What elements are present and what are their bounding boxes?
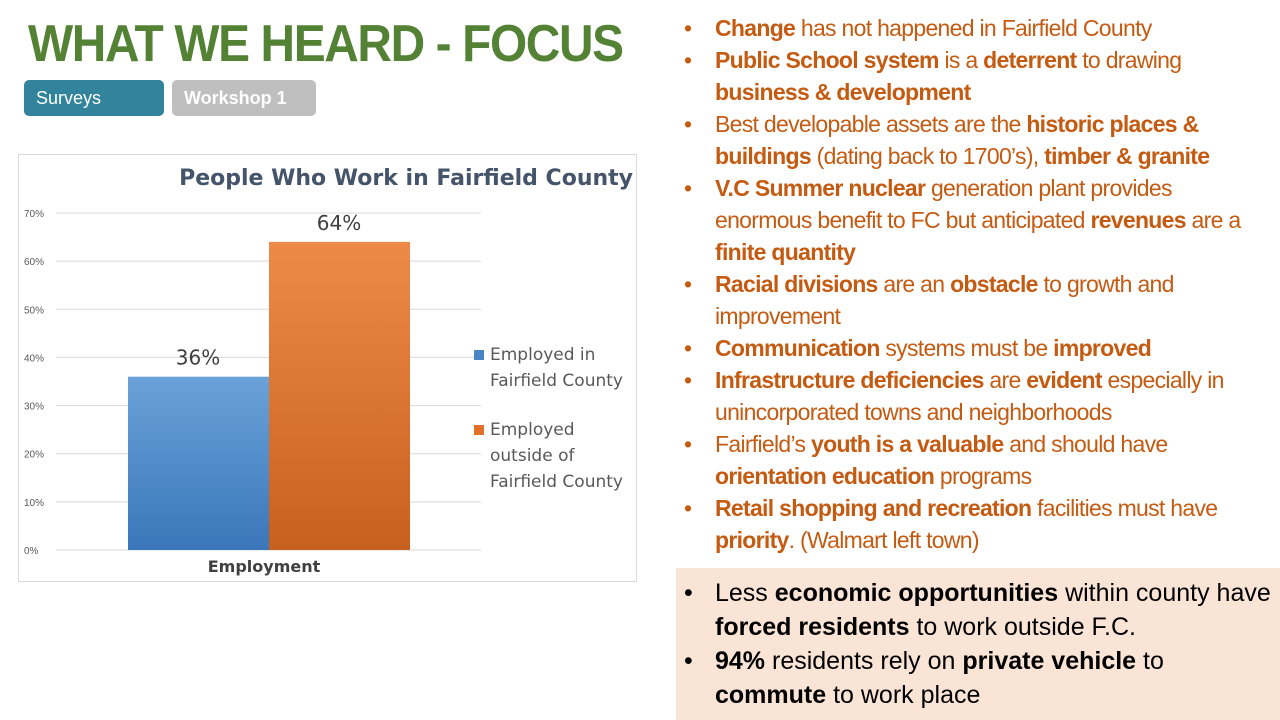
bullet-item: Change has not happened in Fairfield Cou… <box>684 12 1274 44</box>
text: Fairfield’s <box>715 431 811 457</box>
text: to <box>1136 647 1164 675</box>
bar-outside-county <box>269 241 410 550</box>
bold-text: orientation education <box>715 463 935 489</box>
text: . (Walmart left town) <box>788 527 980 553</box>
text: to drawing <box>1076 47 1182 73</box>
bullet-item: Communication systems must be improved <box>684 332 1274 364</box>
tab-workshop-1[interactable]: Workshop 1 <box>172 80 316 116</box>
bold-text: deterrent <box>983 47 1077 73</box>
text: (dating back to 1700’s), <box>810 143 1045 169</box>
x-axis-label: Employment <box>208 557 321 576</box>
bold-text: business & development <box>715 79 971 105</box>
bullet-item: Best developable assets are the historic… <box>684 108 1274 172</box>
text: has not happened in Fairfield County <box>795 15 1152 41</box>
bold-text: V.C Summer nuclear <box>715 175 926 201</box>
bar-chart: People Who Work in Fairfield County 0% 10… <box>18 154 637 582</box>
bold-text: Change <box>715 15 796 41</box>
bold-text: revenues <box>1090 207 1186 233</box>
bullet-item: Fairfield’s youth is a valuable and shou… <box>684 428 1274 492</box>
text: are a <box>1185 207 1242 233</box>
slide-title: WHAT WE HEARD - FOCUS <box>28 15 624 73</box>
data-label: 64% <box>317 211 361 235</box>
bold-text: economic opportunities <box>774 579 1059 607</box>
bold-text: Racial divisions <box>715 271 878 297</box>
bold-text: historic places & buildings <box>715 111 1199 169</box>
text: and should have <box>1003 431 1168 457</box>
bold-text: Retail shopping and recreation <box>715 495 1032 521</box>
y-tick-label: 50% <box>24 305 44 316</box>
legend-label: Employed in Fairfield County <box>490 345 623 391</box>
legend-swatch <box>474 425 484 435</box>
bold-text: Communication <box>715 335 880 361</box>
tab-surveys[interactable]: Surveys <box>24 80 164 116</box>
text: Less <box>715 579 775 607</box>
bullet-item: Less economic opportunities within count… <box>684 576 1280 644</box>
y-tick-label: 0% <box>24 546 39 557</box>
bold-text: commute <box>715 681 827 709</box>
data-label: 36% <box>176 346 220 370</box>
bullet-item: Racial divisions are an obstacle to grow… <box>684 268 1274 332</box>
y-tick-label: 30% <box>24 402 44 413</box>
bold-text: Public School system <box>715 47 939 73</box>
bold-text: 94% <box>715 647 766 675</box>
legend-label: Employed outside of Fairfield County <box>490 420 623 492</box>
bold-text: youth is a valuable <box>811 431 1004 457</box>
text: programs <box>934 463 1032 489</box>
bold-text: timber & granite <box>1044 143 1210 169</box>
highlight-box: Less economic opportunities within count… <box>676 568 1280 720</box>
text: especially in unincorporated towns and n… <box>715 367 1224 425</box>
text: are <box>983 367 1027 393</box>
text: to growth and improvement <box>715 271 1174 329</box>
text: are an <box>877 271 951 297</box>
y-tick-label: 60% <box>24 257 44 268</box>
bar-in-county <box>128 376 269 550</box>
text: facilities must have <box>1031 495 1218 521</box>
text: Best developable assets are the <box>715 111 1027 137</box>
bold-text: priority <box>715 527 789 553</box>
bold-text: evident <box>1026 367 1102 393</box>
chart-title: People Who Work in Fairfield County <box>179 166 633 191</box>
text: within county have <box>1058 579 1271 607</box>
bullet-item: Infrastructure deficiencies are evident … <box>684 364 1274 428</box>
bold-text: private vehicle <box>962 647 1137 675</box>
bullet-item: V.C Summer nuclear generation plant prov… <box>684 172 1274 268</box>
bullet-item: Retail shopping and recreation facilitie… <box>684 492 1274 556</box>
bold-text: obstacle <box>950 271 1038 297</box>
bold-text: improved <box>1053 335 1152 361</box>
bold-text: finite quantity <box>715 239 856 265</box>
text: generation plant provides enormous benef… <box>715 175 1172 233</box>
text: systems must be <box>879 335 1054 361</box>
y-tick-label: 70% <box>24 209 44 220</box>
bullet-item: Public School system is a deterrent to d… <box>684 44 1274 108</box>
text: residents rely on <box>765 647 963 675</box>
y-tick-label: 40% <box>24 353 44 364</box>
y-tick-label: 10% <box>24 498 44 509</box>
bullet-item: 94% residents rely on private vehicle to… <box>684 644 1280 712</box>
bold-text: forced residents <box>715 613 910 641</box>
bold-text: Infrastructure deficiencies <box>715 367 984 393</box>
findings-list: Change has not happened in Fairfield Cou… <box>684 12 1274 556</box>
text: to work outside F.C. <box>909 613 1136 641</box>
legend-swatch <box>474 350 484 360</box>
y-tick-label: 20% <box>24 450 44 461</box>
text: to work place <box>826 681 981 709</box>
text: is a <box>938 47 984 73</box>
